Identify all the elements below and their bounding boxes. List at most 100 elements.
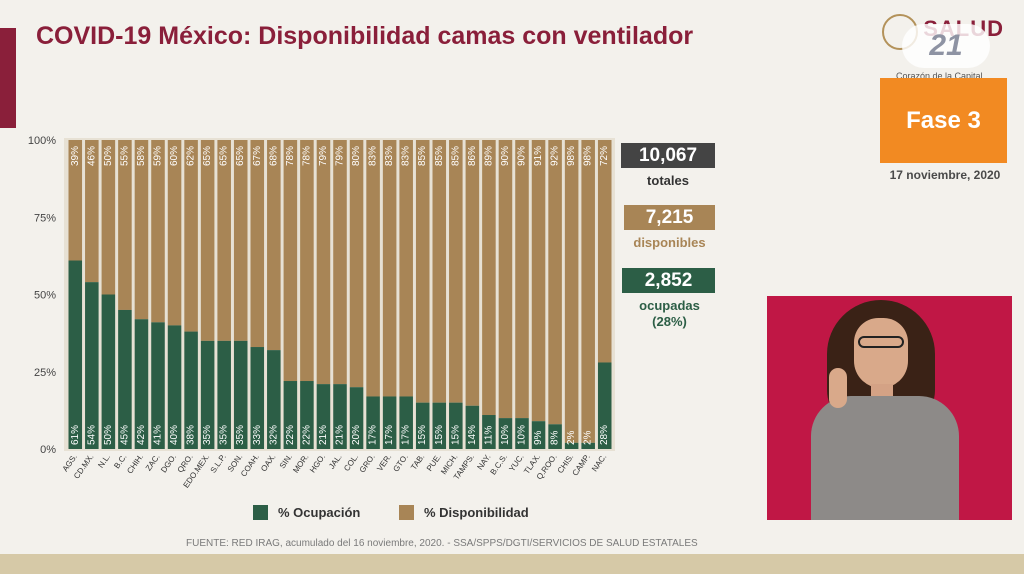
bottom-band (0, 554, 1024, 574)
data-label-occupied: 21% (335, 425, 346, 445)
source-note: FUENTE: RED IRAG, acumulado del 16 novie… (186, 538, 698, 549)
data-label-occupied: 20% (351, 425, 362, 445)
bar-occupied (415, 402, 430, 449)
data-label-occupied: 35% (219, 425, 230, 445)
bar-occupied (548, 424, 562, 449)
salud-logo: SALUD 21 Corazón de la Capital (878, 14, 1018, 84)
bar-available (597, 140, 612, 363)
bar-occupied (250, 347, 265, 449)
bar-occupied (167, 325, 182, 449)
interpreter-face (854, 318, 908, 388)
bar-available (349, 140, 364, 388)
x-tick-label: NAC. (590, 452, 608, 473)
bar-available (184, 140, 198, 332)
data-label-occupied: 15% (417, 425, 428, 445)
data-label-available: 83% (384, 146, 395, 166)
bar-available (399, 140, 413, 397)
bar-available (217, 140, 231, 341)
channel-tagline: Corazón de la Capital (896, 71, 983, 81)
bar-occupied (366, 396, 380, 449)
x-tick-label: MOR. (291, 452, 310, 474)
data-label-occupied: 38% (186, 425, 197, 445)
bar-occupied (597, 362, 612, 449)
bar-occupied (283, 381, 298, 449)
legend-label-available: % Disponibilidad (424, 505, 529, 520)
data-label-occupied: 2% (583, 430, 594, 445)
data-label-available: 98% (583, 146, 594, 166)
legend-swatch-occupied (253, 505, 268, 520)
interpreter-body (811, 396, 959, 520)
x-tick-label: HGO. (308, 452, 327, 474)
x-tick-label: TAB. (409, 452, 426, 471)
bar-available (118, 140, 132, 310)
x-tick-label: GTO. (391, 452, 410, 473)
legend-swatch-available (399, 505, 414, 520)
x-tick-label: S.L.P. (209, 452, 228, 474)
x-tick-label: OAX. (259, 452, 277, 473)
x-tick-label: B.C.S. (489, 452, 510, 476)
data-label-occupied: 2% (566, 430, 577, 445)
bar-occupied (300, 381, 314, 449)
glasses-icon (858, 336, 904, 348)
data-label-available: 85% (417, 146, 428, 166)
available-beds-value: 7,215 (624, 205, 715, 230)
data-label-available: 65% (235, 146, 246, 166)
x-tick-label: VER. (375, 452, 393, 472)
data-label-occupied: 22% (301, 425, 312, 445)
data-label-occupied: 10% (517, 425, 528, 445)
data-label-available: 65% (202, 146, 213, 166)
bar-occupied (134, 319, 149, 449)
bar-available (465, 140, 480, 406)
data-label-occupied: 21% (318, 425, 329, 445)
data-label-available: 67% (252, 146, 263, 166)
bar-occupied (349, 387, 364, 449)
bar-available (449, 140, 463, 403)
bar-available (382, 140, 397, 397)
bar-available (85, 140, 99, 283)
bar-occupied (151, 322, 165, 449)
occupied-beds-value: 2,852 (622, 268, 715, 293)
data-label-occupied: 22% (285, 425, 296, 445)
data-label-available: 59% (153, 146, 164, 166)
data-label-available: 90% (517, 146, 528, 166)
bar-available (482, 140, 496, 416)
data-label-available: 86% (467, 146, 478, 166)
bar-occupied (399, 396, 413, 449)
data-label-available: 85% (450, 146, 461, 166)
left-accent-strip (0, 28, 16, 128)
data-label-occupied: 50% (103, 425, 114, 445)
data-label-occupied: 15% (434, 425, 445, 445)
bar-available (101, 140, 116, 295)
interpreter-hand (829, 368, 847, 408)
data-label-available: 98% (566, 146, 577, 166)
bar-occupied (184, 331, 198, 449)
data-label-occupied: 61% (70, 425, 81, 445)
data-label-available: 50% (103, 146, 114, 166)
sign-language-interpreter-video (767, 296, 1012, 520)
data-label-occupied: 45% (119, 425, 130, 445)
bar-available (283, 140, 298, 382)
bar-available (515, 140, 529, 419)
report-date: 17 noviembre, 2020 (889, 168, 1001, 182)
data-label-available: 90% (500, 146, 511, 166)
stacked-bar-chart: 0%25%50%75%100%39%61%AGS.46%54%CD.MX.50%… (28, 135, 615, 490)
bar-available (333, 140, 347, 385)
data-label-occupied: 35% (235, 425, 246, 445)
data-label-occupied: 17% (401, 425, 412, 445)
bar-available (167, 140, 182, 326)
data-label-available: 80% (351, 146, 362, 166)
occupied-beds-label: ocupadas (639, 298, 700, 313)
bar-occupied (217, 340, 231, 449)
data-label-occupied: 33% (252, 425, 263, 445)
total-beds-label: totales (647, 173, 689, 188)
data-label-available: 60% (169, 146, 180, 166)
bar-available (531, 140, 546, 422)
bar-occupied (382, 396, 397, 449)
data-label-occupied: 32% (268, 425, 279, 445)
bar-occupied (465, 405, 480, 449)
data-label-available: 62% (186, 146, 197, 166)
bar-available (366, 140, 380, 397)
data-label-available: 68% (268, 146, 279, 166)
bar-available (432, 140, 447, 403)
bar-occupied (482, 415, 496, 449)
